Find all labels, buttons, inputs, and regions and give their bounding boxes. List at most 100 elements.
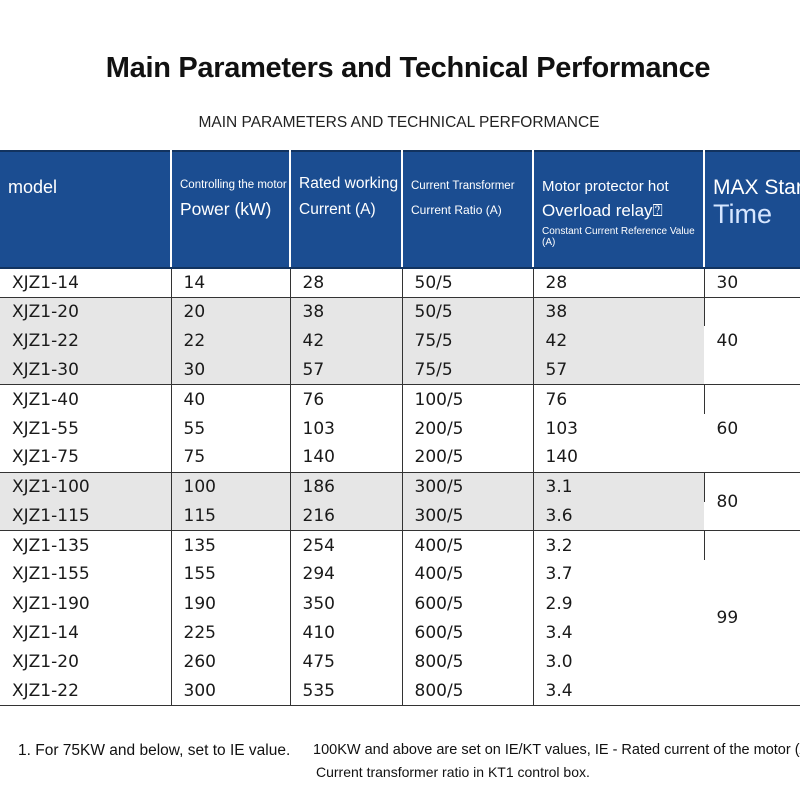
table-row: XJZ1-20 260 475 800/5 3.0 (0, 647, 800, 677)
cell-power: 55 (171, 413, 291, 444)
cell-model: XJZ1-55 (0, 413, 172, 444)
header-relay: Motor protector hot Overload relay⍰ Cons… (533, 150, 705, 269)
cell-relay: 103 (545, 418, 578, 439)
cell-model: XJZ1-20 (0, 647, 172, 677)
cell-power: 22 (171, 326, 291, 356)
header-model-label: model (8, 177, 58, 197)
cell-power: 14 (171, 268, 291, 298)
table-row: XJZ1-115 115 216 300/5 3.6 (0, 501, 800, 532)
table-row: XJZ1-55 55 103 200/5 103 (0, 413, 800, 444)
cell-ct: 75/5 (402, 326, 534, 356)
header-start-time: MAX Start Time (704, 150, 800, 269)
header-current-top: Rated working (299, 175, 399, 192)
cell-current: 28 (290, 268, 403, 298)
cell-start-time: 80 (704, 472, 800, 532)
table-row: XJZ1-30 30 57 75/5 57 (0, 355, 800, 386)
cell-model: XJZ1-115 (0, 501, 172, 532)
header-power-bottom: Power (kW) (180, 199, 272, 219)
cell-relay: 3.4 (545, 622, 573, 643)
header-relay-top: Motor protector hot (542, 178, 669, 195)
cell-model: XJZ1-135 (0, 530, 172, 560)
header-relay-bottom: Constant Current Reference Value (A) (542, 226, 695, 248)
cell-ct: 75/5 (402, 355, 534, 386)
parameters-table: model Controlling the motor Power (kW) R… (0, 150, 800, 707)
cell-model: XJZ1-155 (0, 559, 172, 590)
cell-start-time: 60 (704, 384, 800, 473)
cell-ct: 50/5 (402, 297, 534, 327)
cell-current: 42 (290, 326, 403, 356)
header-start-bottom: Time (713, 199, 772, 229)
cell-current: 535 (290, 676, 403, 707)
cell-relay: 42 (533, 326, 704, 356)
cell-relay: 3.6 (533, 501, 704, 532)
cell-ct: 300/5 (402, 472, 534, 502)
cell-model: XJZ1-100 (0, 472, 172, 502)
cell-relay: 140 (533, 443, 704, 473)
footnote-3: Current transformer ratio in KT1 control… (316, 764, 590, 780)
cell-power: 225 (171, 618, 291, 648)
cell-model: XJZ1-20 (0, 297, 172, 327)
cell-ct: 600/5 (402, 618, 534, 648)
cell-start-time: 99 (704, 530, 800, 707)
table-row: XJZ1-75 75 140 200/5 140 (0, 443, 800, 473)
table-row: XJZ1-22 22 42 75/5 42 (0, 326, 800, 356)
cell-current: 38 (290, 297, 403, 327)
header-current-bottom: Current (A) (299, 201, 376, 218)
table-row: XJZ1-155 155 294 400/5 3.7 (0, 559, 800, 590)
header-current: Rated working Current (A) (290, 150, 403, 269)
cell-model: XJZ1-22 (0, 676, 172, 707)
cell-current: 216 (290, 501, 403, 532)
table-row: XJZ1-135 135 254 400/5 3.2 99 (0, 530, 800, 707)
header-ct-top: Current Transformer (411, 180, 515, 192)
page-subtitle: MAIN PARAMETERS AND TECHNICAL PERFORMANC… (198, 114, 600, 131)
cell-relay: 3.2 (533, 530, 705, 560)
cell-ct: 600/5 (402, 589, 534, 619)
table-row: XJZ1-14 14 28 50/5 28 30 (0, 268, 800, 298)
cell-power: 75 (171, 443, 291, 473)
cell-power: 135 (171, 530, 291, 560)
cell-model: XJZ1-22 (0, 326, 172, 356)
cell-current: 140 (290, 443, 403, 473)
cell-model: XJZ1-190 (0, 589, 172, 619)
cell-ct: 300/5 (402, 501, 534, 532)
cell-model: XJZ1-14 (0, 618, 172, 648)
header-ct-bottom: Current Ratio (A) (411, 203, 502, 217)
cell-current: 57 (290, 355, 403, 386)
header-power: Controlling the motor Power (kW) (171, 150, 291, 269)
cell-relay: 76 (533, 384, 705, 414)
cell-power: 100 (171, 472, 291, 502)
cell-relay: 3.0 (545, 652, 573, 673)
cell-current: 76 (290, 384, 403, 414)
cell-relay: 2.9 (545, 593, 573, 614)
cell-relay: 28 (533, 268, 705, 298)
cell-power: 30 (171, 355, 291, 386)
cell-power: 115 (171, 501, 291, 532)
cell-ct: 200/5 (402, 413, 534, 444)
cell-power: 20 (171, 297, 291, 327)
cell-model: XJZ1-75 (0, 443, 172, 473)
cell-current: 103 (290, 413, 403, 444)
cell-start-time: 30 (704, 268, 800, 298)
cell-model: XJZ1-30 (0, 355, 172, 386)
page-title: Main Parameters and Technical Performanc… (105, 52, 711, 84)
cell-ct: 400/5 (402, 559, 534, 590)
cell-power: 155 (171, 559, 291, 590)
table-row: XJZ1-22 300 535 800/5 3.4 (0, 676, 800, 707)
table-row: XJZ1-14 225 410 600/5 3.4 (0, 618, 800, 648)
table-row: XJZ1-20 20 38 50/5 38 40 (0, 297, 800, 386)
cell-relay: 3.7 (545, 564, 573, 585)
table-row: XJZ1-40 40 76 100/5 76 60 (0, 384, 800, 473)
cell-current: 475 (290, 647, 403, 677)
header-relay-mid: Overload relay⍰ (542, 201, 663, 220)
header-start-top: MAX Start (713, 176, 800, 199)
cell-power: 40 (171, 384, 291, 414)
cell-power: 300 (171, 676, 291, 707)
cell-ct: 100/5 (402, 384, 534, 414)
header-model: model (0, 150, 172, 269)
cell-relay: 3.4 (533, 676, 704, 707)
header-power-top: Controlling the motor (180, 179, 287, 191)
cell-ct: 200/5 (402, 443, 534, 473)
cell-relay: 38 (533, 297, 705, 327)
cell-ct: 800/5 (402, 647, 534, 677)
cell-current: 350 (290, 589, 403, 619)
